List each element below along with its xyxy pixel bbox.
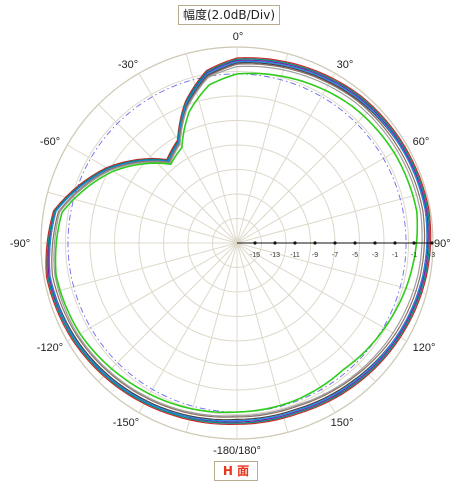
grid-spoke xyxy=(138,242,238,413)
series-line xyxy=(45,57,432,425)
grid-spoke xyxy=(236,242,427,295)
angle-label-90: 90° xyxy=(434,238,451,250)
grid-spoke xyxy=(185,53,238,244)
grid-spoke xyxy=(138,73,238,244)
angle-label-m150: -150° xyxy=(113,417,139,429)
angle-label-m60: -60° xyxy=(40,136,60,148)
chart-title: 幅度(2.0dB/Div) xyxy=(178,5,280,25)
grid-spoke xyxy=(185,242,238,433)
series-line xyxy=(46,58,430,424)
angle-label-m120: -120° xyxy=(37,342,63,354)
grid-spoke xyxy=(67,242,238,342)
series-line xyxy=(48,60,428,422)
radial-tick-dot xyxy=(313,241,317,245)
angle-label-60: 60° xyxy=(413,136,430,148)
angle-label-0: 0° xyxy=(233,31,244,43)
grid-spoke xyxy=(236,144,407,244)
grid-spoke xyxy=(236,242,407,342)
angle-label-180: -180/180° xyxy=(213,445,261,457)
radial-axis xyxy=(237,241,434,245)
grid-spoke xyxy=(236,242,376,382)
angle-label-30: 30° xyxy=(337,59,354,71)
radial-tick-label: -5 xyxy=(352,252,358,259)
radial-tick-label: -15 xyxy=(250,252,260,259)
radial-tick-label: -3 xyxy=(429,252,435,259)
radial-tick-label: -1 xyxy=(411,252,417,259)
radial-tick-dot xyxy=(430,241,434,245)
angle-label-150: 150° xyxy=(331,417,354,429)
radial-tick-label: -13 xyxy=(270,252,280,259)
radial-tick-dot xyxy=(253,241,257,245)
grid-spoke xyxy=(236,104,376,244)
radial-tick-label: -7 xyxy=(332,252,338,259)
grid-spoke xyxy=(236,242,336,413)
angle-label-m30: -30° xyxy=(118,59,138,71)
radial-tick-dot xyxy=(353,241,357,245)
plane-label: H 面 xyxy=(214,461,258,481)
angle-label-120: 120° xyxy=(413,342,436,354)
radial-tick-dot xyxy=(393,241,397,245)
radial-tick-dot xyxy=(333,241,337,245)
radial-tick-dot xyxy=(273,241,277,245)
series-group xyxy=(45,57,432,425)
series-line xyxy=(54,72,419,414)
radial-tick-label: -9 xyxy=(312,252,318,259)
grid-spoke xyxy=(236,73,336,244)
radial-tick-dot xyxy=(293,241,297,245)
radial-tick-label: -1 xyxy=(392,252,398,259)
series-line xyxy=(51,63,426,418)
grid-spoke xyxy=(236,191,427,244)
grid-spoke xyxy=(47,242,238,295)
radial-tick-label: -3 xyxy=(372,252,378,259)
radial-tick-label: -11 xyxy=(290,252,300,259)
grid-spoke xyxy=(236,242,289,433)
grid-spoke xyxy=(236,53,289,244)
radial-tick-dot xyxy=(412,241,416,245)
radial-tick-dot xyxy=(373,241,377,245)
series-line xyxy=(53,65,423,417)
grid-spoke xyxy=(98,104,238,244)
grid-spoke xyxy=(67,144,238,244)
angle-label-m90: -90° xyxy=(10,238,30,250)
grid-spoke xyxy=(47,191,238,244)
grid-spoke xyxy=(98,242,238,382)
